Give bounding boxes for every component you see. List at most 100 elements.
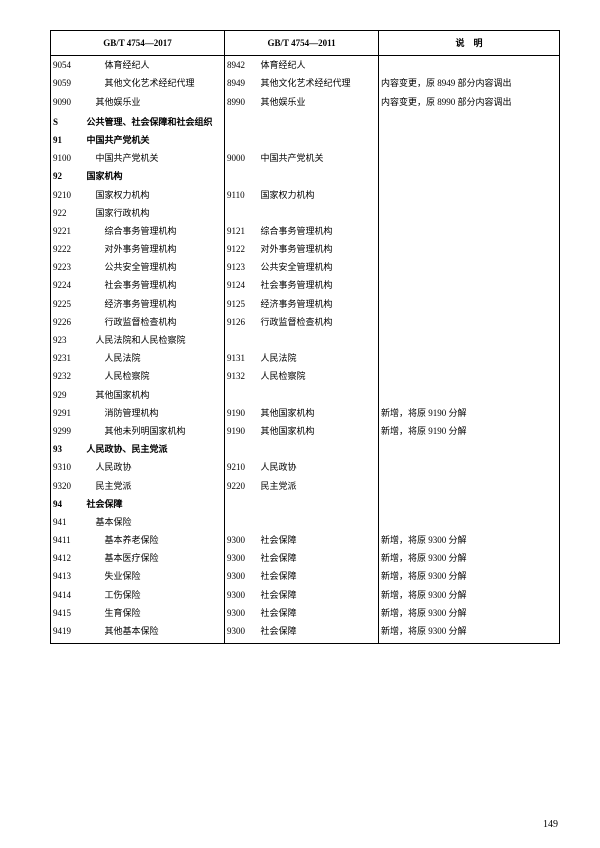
table-row: 9210国家权力机构9110国家权力机构 [51, 186, 560, 204]
code-2017: 9054 [51, 56, 85, 75]
table-row: 92国家机构 [51, 167, 560, 185]
code-2017: 9222 [51, 240, 85, 258]
note: 新增，将原 9300 分解 [379, 531, 560, 549]
page: GB/T 4754—2017 GB/T 4754—2011 说 明 9054体育… [0, 0, 600, 848]
table-header: GB/T 4754—2017 GB/T 4754—2011 说 明 [51, 31, 560, 56]
comparison-table: GB/T 4754—2017 GB/T 4754—2011 说 明 9054体育… [50, 30, 560, 644]
note [379, 56, 560, 75]
name-2011: 其他娱乐业 [259, 93, 379, 111]
code-2017: 9320 [51, 477, 85, 495]
code-2011: 8942 [225, 56, 259, 75]
table-row: 9225经济事务管理机构9125经济事务管理机构 [51, 295, 560, 313]
note [379, 240, 560, 258]
note [379, 349, 560, 367]
name-2017: 社会事务管理机构 [85, 276, 225, 294]
code-2011 [225, 167, 259, 185]
name-2011: 人民法院 [259, 349, 379, 367]
name-2017: 行政监督检查机构 [85, 313, 225, 331]
table-row: 9231人民法院9131人民法院 [51, 349, 560, 367]
table-row: 94社会保障 [51, 495, 560, 513]
name-2017: 基本养老保险 [85, 531, 225, 549]
name-2017: 体育经纪人 [85, 56, 225, 75]
name-2011: 综合事务管理机构 [259, 222, 379, 240]
note [379, 313, 560, 331]
name-2011: 体育经纪人 [259, 56, 379, 75]
note: 新增，将原 9300 分解 [379, 549, 560, 567]
name-2017: 其他文化艺术经纪代理 [85, 74, 225, 92]
name-2011 [259, 513, 379, 531]
code-2017: 9232 [51, 367, 85, 385]
note: 内容变更，原 8949 部分内容调出 [379, 74, 560, 92]
name-2011 [259, 386, 379, 404]
code-2017: 9224 [51, 276, 85, 294]
table-row: 9100中国共产党机关9000中国共产党机关 [51, 149, 560, 167]
note [379, 477, 560, 495]
table-row: 9054体育经纪人8942体育经纪人 [51, 56, 560, 75]
code-2017: 9221 [51, 222, 85, 240]
code-2017: 9414 [51, 586, 85, 604]
name-2011 [259, 495, 379, 513]
header-col3: 说 明 [379, 31, 560, 56]
name-2017: 生育保险 [85, 604, 225, 622]
header-col1: GB/T 4754—2017 [51, 31, 225, 56]
table-row: 9232人民检察院9132人民检察院 [51, 367, 560, 385]
name-2011: 中国共产党机关 [259, 149, 379, 167]
code-2017: 922 [51, 204, 85, 222]
code-2011 [225, 331, 259, 349]
code-2011 [225, 131, 259, 149]
name-2011 [259, 440, 379, 458]
code-2017: 9412 [51, 549, 85, 567]
code-2011: 9122 [225, 240, 259, 258]
code-2017: 94 [51, 495, 85, 513]
name-2017: 人民法院和人民检察院 [85, 331, 225, 349]
code-2017: 9415 [51, 604, 85, 622]
code-2011: 9000 [225, 149, 259, 167]
table-row: 929其他国家机构 [51, 386, 560, 404]
note: 新增，将原 9300 分解 [379, 567, 560, 585]
name-2017: 失业保险 [85, 567, 225, 585]
code-2017: 929 [51, 386, 85, 404]
note [379, 167, 560, 185]
name-2011: 社会保障 [259, 531, 379, 549]
table-row: 9310人民政协9210人民政协 [51, 458, 560, 476]
code-2011: 9300 [225, 586, 259, 604]
page-number: 149 [543, 819, 558, 830]
table-row: 9320民主党派9220民主党派 [51, 477, 560, 495]
table-row: 9291消防管理机构9190其他国家机构新增，将原 9190 分解 [51, 404, 560, 422]
name-2017: 中国共产党机关 [85, 131, 225, 149]
table-row: 9221综合事务管理机构9121综合事务管理机构 [51, 222, 560, 240]
table-body: 9054体育经纪人8942体育经纪人9059其他文化艺术经纪代理8949其他文化… [51, 56, 560, 644]
code-2017: 941 [51, 513, 85, 531]
note [379, 113, 560, 131]
name-2017: 工伤保险 [85, 586, 225, 604]
table-row: 9413失业保险9300社会保障新增，将原 9300 分解 [51, 567, 560, 585]
code-2011: 9124 [225, 276, 259, 294]
name-2017: 其他基本保险 [85, 622, 225, 644]
code-2017: 9310 [51, 458, 85, 476]
name-2011: 社会保障 [259, 549, 379, 567]
name-2017: 基本医疗保险 [85, 549, 225, 567]
name-2017: 中国共产党机关 [85, 149, 225, 167]
table-row: 9299其他未列明国家机构9190其他国家机构新增，将原 9190 分解 [51, 422, 560, 440]
table-row: 9226行政监督检查机构9126行政监督检查机构 [51, 313, 560, 331]
name-2017: 人民法院 [85, 349, 225, 367]
code-2017: 9225 [51, 295, 85, 313]
table-row: 9419其他基本保险9300社会保障新增，将原 9300 分解 [51, 622, 560, 644]
name-2011: 社会保障 [259, 586, 379, 604]
table-row: 91中国共产党机关 [51, 131, 560, 149]
code-2017: 9226 [51, 313, 85, 331]
table-row: S公共管理、社会保障和社会组织 [51, 113, 560, 131]
code-2011: 9123 [225, 258, 259, 276]
table-row: 9223公共安全管理机构9123公共安全管理机构 [51, 258, 560, 276]
name-2017: 其他未列明国家机构 [85, 422, 225, 440]
code-2011: 9220 [225, 477, 259, 495]
code-2017: 91 [51, 131, 85, 149]
name-2017: 其他国家机构 [85, 386, 225, 404]
code-2017: 93 [51, 440, 85, 458]
note [379, 440, 560, 458]
code-2011: 9131 [225, 349, 259, 367]
table-row: 941基本保险 [51, 513, 560, 531]
name-2011: 行政监督检查机构 [259, 313, 379, 331]
name-2011: 人民检察院 [259, 367, 379, 385]
note [379, 367, 560, 385]
